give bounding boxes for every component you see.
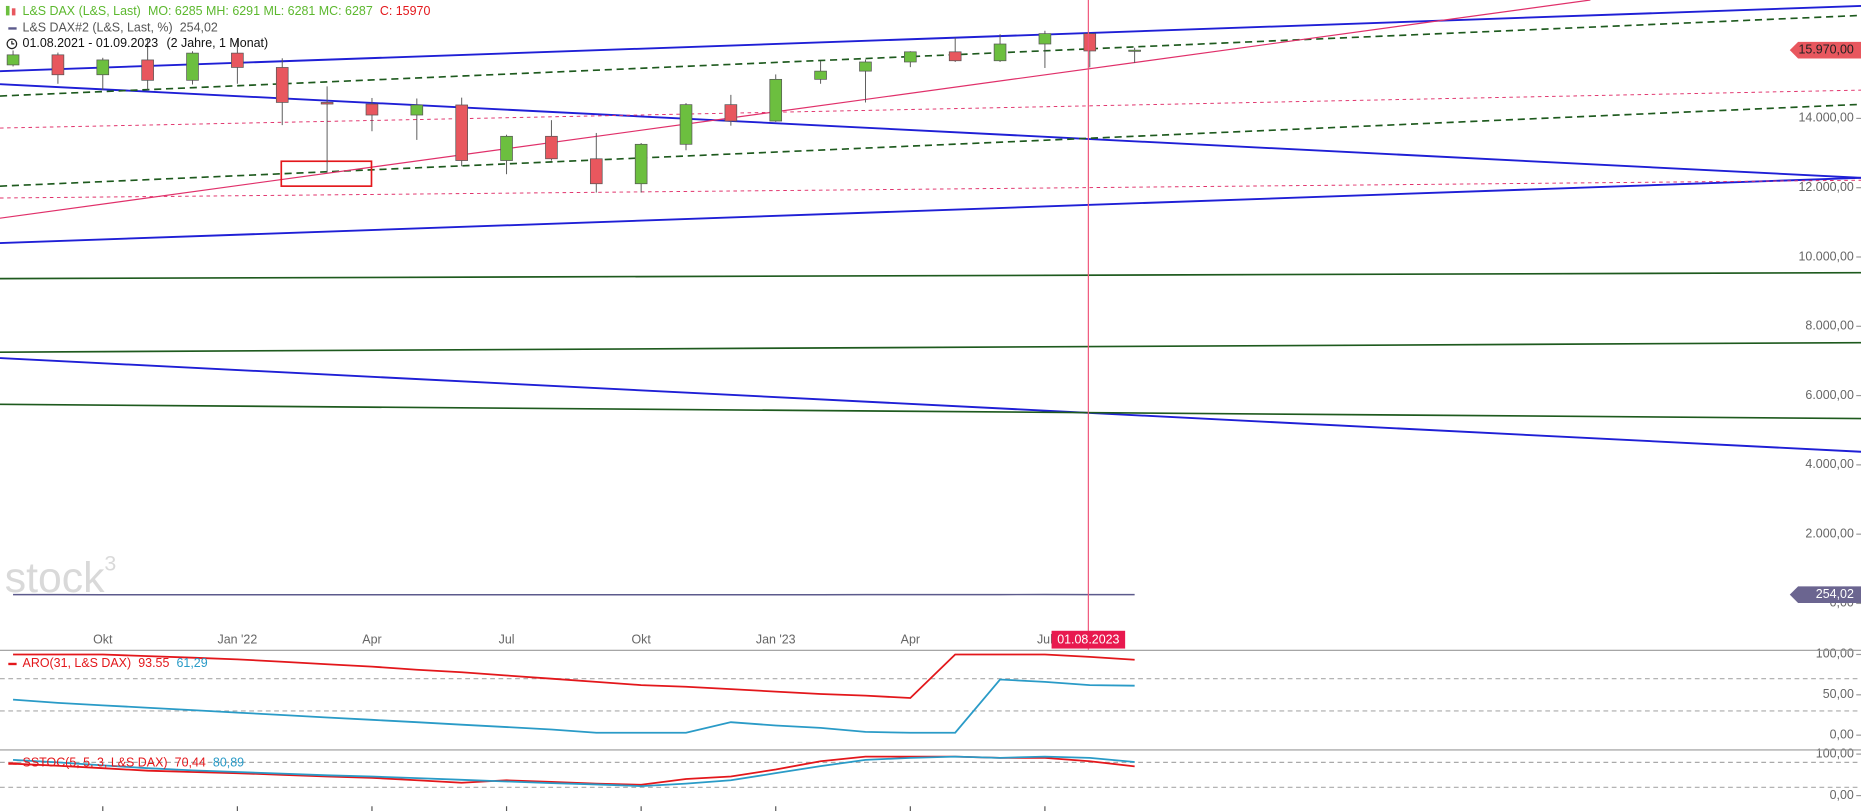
y-tick-label: 6.000,00 xyxy=(1805,388,1854,402)
crosshair-label: 01.08.2023 xyxy=(1057,633,1119,647)
trend-line xyxy=(0,403,1861,420)
overlay-badge-label: 254,02 xyxy=(1816,587,1854,601)
marks: 0,00 2.000,00 4.000,00 6.000,00 8.000,00 10.0… xyxy=(0,30,1861,811)
y-tick-label: 100,00 xyxy=(1816,647,1854,661)
legend-last: 93.55 xyxy=(138,656,169,670)
x-tick-label: Okt xyxy=(631,633,651,647)
candle-body xyxy=(814,70,827,80)
candle-body xyxy=(679,104,693,145)
candle-body xyxy=(1038,33,1052,45)
y-tick-label: 12.000,00 xyxy=(1799,180,1854,194)
period: 01.08.2021 - 01.09.2023 (2 Jahre, 1 Monat… xyxy=(23,36,269,50)
candle-body xyxy=(141,59,154,81)
trend-line xyxy=(0,14,1861,97)
x-tick-label: Apr xyxy=(362,633,381,647)
trend-line xyxy=(0,176,1861,245)
candle-body xyxy=(724,104,738,122)
highlight-box xyxy=(280,160,373,187)
overlay-badge xyxy=(1789,586,1861,603)
y-tick-label: 8.000,00 xyxy=(1805,319,1854,333)
indicator-line xyxy=(12,678,1135,734)
legend-last: 254,02 xyxy=(180,21,218,35)
candle-body xyxy=(231,52,244,68)
indicator-line xyxy=(13,755,1135,787)
drawings xyxy=(0,0,1861,453)
candle-body xyxy=(545,135,558,160)
trend-line xyxy=(0,4,1861,73)
legend-last: 70,44 xyxy=(175,756,206,770)
period-note: (2 Jahre, 1 Monat) xyxy=(166,36,268,50)
candle-body xyxy=(1083,33,1097,52)
candle-body xyxy=(859,61,872,72)
indicator-line xyxy=(13,653,1135,699)
trend-line xyxy=(0,83,1861,179)
trend-line xyxy=(0,179,1861,199)
candle-body xyxy=(96,59,110,76)
candle-body xyxy=(904,51,917,63)
candle-body xyxy=(993,43,1007,62)
price-badge-label: 15.970,00 xyxy=(1799,42,1854,56)
y-tick-label: 0,00 xyxy=(1830,788,1854,802)
candle-body xyxy=(455,104,468,161)
legend-entry: SSTOC(5, 5, 3, L&S DAX) 70,44 80,89 xyxy=(23,756,245,770)
legend-entry: ARO(31, L&S DAX) 93.55 61,29 xyxy=(23,656,208,670)
candle-body xyxy=(6,54,20,66)
x-tick-label: Jan '22 xyxy=(218,633,258,647)
y-tick-label: 2.000,00 xyxy=(1805,526,1854,540)
candle-body xyxy=(769,78,783,122)
y-tick-label: 4.000,00 xyxy=(1805,457,1854,471)
legend-entry: L&S DAX (L&S, Last) MO: 6285 MH: 6291 ML:… xyxy=(23,4,431,18)
x-tick-label: Apr xyxy=(901,633,920,647)
legend-name: L&S DAX (L&S, Last) xyxy=(23,4,141,18)
x-tick-label: Jan '23 xyxy=(756,633,796,647)
trend-line xyxy=(0,357,1861,453)
candle-body xyxy=(186,52,199,81)
y-tick-label: 10.000,00 xyxy=(1799,249,1854,263)
period-range: 01.08.2021 - 01.09.2023 xyxy=(23,36,159,50)
candle-body xyxy=(500,135,513,161)
clock-icon xyxy=(6,38,18,50)
clock-icon xyxy=(11,40,15,45)
x-tick-label: Jul xyxy=(1037,633,1053,647)
price-badge xyxy=(1789,41,1861,59)
legend-last: 80,89 xyxy=(213,756,244,770)
crosshair-label-bg xyxy=(1051,630,1126,649)
candle-body xyxy=(320,102,334,105)
y-tick-label: 14.000,00 xyxy=(1799,111,1854,125)
y-tick-label: 100,00 xyxy=(1816,746,1854,760)
legend-icon xyxy=(11,8,16,16)
candle-body xyxy=(1128,49,1141,52)
trend-line xyxy=(0,103,1861,187)
trend-line xyxy=(0,341,1861,353)
candle-body xyxy=(365,103,379,116)
watermark-sup: 3 xyxy=(104,551,116,575)
x-tick-label: Okt xyxy=(93,633,113,647)
candle-body xyxy=(948,51,962,62)
legend-name: ARO(31, L&S DAX) xyxy=(23,656,132,670)
trend-line xyxy=(0,0,1591,219)
legend: L&S DAX (L&S, Last) MO: 6285 MH: 6291 ML:… xyxy=(5,4,431,50)
legend-entry: L&S DAX#2 (L&S, Last, %) 254,02 xyxy=(23,21,218,35)
legend-stats: MO: 6285 MH: 6291 ML: 6281 MC: 6287 xyxy=(148,4,373,18)
candle-body xyxy=(275,67,289,103)
y-tick-label: 0,00 xyxy=(1830,727,1854,741)
legend-icon xyxy=(5,5,10,16)
candle-body xyxy=(634,143,648,185)
legend-last: C: 15970 xyxy=(380,4,431,18)
legend-last: 61,29 xyxy=(177,656,208,670)
x-tick-label: Jul xyxy=(499,633,515,647)
candle-body xyxy=(51,54,65,76)
trend-line xyxy=(0,271,1861,280)
legend-name: SSTOC(5, 5, 3, L&S DAX) xyxy=(23,756,168,770)
y-tick-label: 50,00 xyxy=(1823,687,1854,701)
legend-name: L&S DAX#2 (L&S, Last, %) xyxy=(23,21,173,35)
candle-body xyxy=(410,104,424,116)
candle-body xyxy=(589,158,603,185)
